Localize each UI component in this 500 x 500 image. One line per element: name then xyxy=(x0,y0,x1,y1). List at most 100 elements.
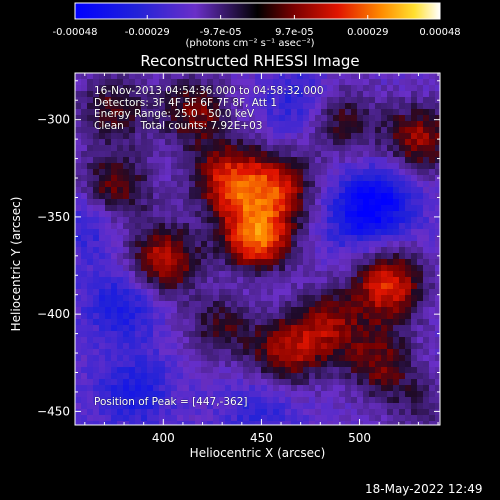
heatmap-cell xyxy=(237,415,244,422)
heatmap-cell xyxy=(135,379,142,386)
heatmap-cell xyxy=(303,307,310,314)
heatmap-cell xyxy=(411,367,418,374)
heatmap-cell xyxy=(117,229,124,236)
heatmap-cell xyxy=(153,289,160,296)
heatmap-cell xyxy=(177,325,184,332)
heatmap-cell xyxy=(279,169,286,176)
heatmap-cell xyxy=(225,73,232,80)
heatmap-cell xyxy=(267,127,274,134)
heatmap-cell xyxy=(387,247,394,254)
heatmap-cell xyxy=(267,181,274,188)
heatmap-cell xyxy=(285,211,292,218)
heatmap-cell xyxy=(363,133,370,140)
heatmap-cell xyxy=(399,337,406,344)
heatmap-cell xyxy=(153,247,160,254)
heatmap-cell xyxy=(279,247,286,254)
heatmap-cell xyxy=(201,163,208,170)
heatmap-cell xyxy=(207,421,214,425)
heatmap-cell xyxy=(147,415,154,422)
heatmap-cell xyxy=(129,151,136,158)
heatmap-cell xyxy=(177,91,184,98)
heatmap-cell xyxy=(111,163,118,170)
heatmap-cell xyxy=(99,163,106,170)
heatmap-cell xyxy=(417,421,424,425)
heatmap-cell xyxy=(387,151,394,158)
heatmap-cell xyxy=(243,223,250,230)
heatmap-cell xyxy=(135,325,142,332)
heatmap-cell xyxy=(177,313,184,320)
heatmap-cell xyxy=(213,301,220,308)
heatmap-cell xyxy=(435,229,440,236)
heatmap-cell xyxy=(279,379,286,386)
heatmap-cell xyxy=(99,133,106,140)
heatmap-cell xyxy=(285,103,292,110)
heatmap-cell xyxy=(243,307,250,314)
heatmap-cell xyxy=(351,277,358,284)
heatmap-cell xyxy=(117,151,124,158)
heatmap-cell xyxy=(285,157,292,164)
heatmap-cell xyxy=(411,307,418,314)
heatmap-cell xyxy=(387,217,394,224)
heatmap-cell xyxy=(219,127,226,134)
footer-date: 18-May-2022 12:49 xyxy=(365,482,483,496)
heatmap-cell xyxy=(153,421,160,425)
heatmap-cell xyxy=(111,337,118,344)
heatmap-cell xyxy=(159,307,166,314)
heatmap-cell xyxy=(327,223,334,230)
heatmap-cell xyxy=(99,313,106,320)
heatmap-cell xyxy=(147,103,154,110)
heatmap-cell xyxy=(111,295,118,302)
heatmap-cell xyxy=(309,313,316,320)
heatmap-cell xyxy=(333,139,340,146)
heatmap-cell xyxy=(225,367,232,374)
heatmap-cell xyxy=(285,229,292,236)
heatmap-cell xyxy=(93,73,100,80)
heatmap-cell xyxy=(381,235,388,242)
heatmap-cell xyxy=(159,139,166,146)
heatmap-cell xyxy=(363,229,370,236)
heatmap-cell xyxy=(93,163,100,170)
heatmap-cell xyxy=(279,211,286,218)
heatmap-cell xyxy=(435,313,440,320)
heatmap-cell xyxy=(165,127,172,134)
heatmap-cell xyxy=(327,115,334,122)
heatmap-cell xyxy=(279,253,286,260)
heatmap-cell xyxy=(105,265,112,272)
heatmap-cell xyxy=(123,313,130,320)
heatmap-cell xyxy=(117,415,124,422)
heatmap-cell xyxy=(153,319,160,326)
heatmap-cell xyxy=(243,127,250,134)
heatmap-cell xyxy=(273,301,280,308)
heatmap-cell xyxy=(165,373,172,380)
heatmap-cell xyxy=(435,307,440,314)
heatmap-cell xyxy=(225,241,232,248)
heatmap-cell xyxy=(99,277,106,284)
heatmap-cell xyxy=(411,187,418,194)
heatmap-cell xyxy=(333,217,340,224)
heatmap-cell xyxy=(177,403,184,410)
heatmap-cell xyxy=(399,277,406,284)
heatmap-cell xyxy=(75,295,82,302)
heatmap-cell xyxy=(135,127,142,134)
heatmap-cell xyxy=(309,349,316,356)
heatmap-cell xyxy=(285,409,292,416)
heatmap-cell xyxy=(123,205,130,212)
heatmap-cell xyxy=(165,133,172,140)
heatmap-cell xyxy=(267,301,274,308)
heatmap-cell xyxy=(165,121,172,128)
heatmap-cell xyxy=(345,397,352,404)
heatmap-cell xyxy=(123,145,130,152)
heatmap-cell xyxy=(327,211,334,218)
heatmap-cell xyxy=(375,229,382,236)
heatmap-cell xyxy=(105,277,112,284)
heatmap-cell xyxy=(123,157,130,164)
heatmap-cell xyxy=(291,235,298,242)
heatmap-cell xyxy=(237,175,244,182)
heatmap-cell xyxy=(315,349,322,356)
heatmap-cell xyxy=(153,235,160,242)
heatmap-cell xyxy=(189,193,196,200)
heatmap-cell xyxy=(135,235,142,242)
heatmap-cell xyxy=(291,211,298,218)
heatmap-cell xyxy=(333,349,340,356)
heatmap-cell xyxy=(303,337,310,344)
